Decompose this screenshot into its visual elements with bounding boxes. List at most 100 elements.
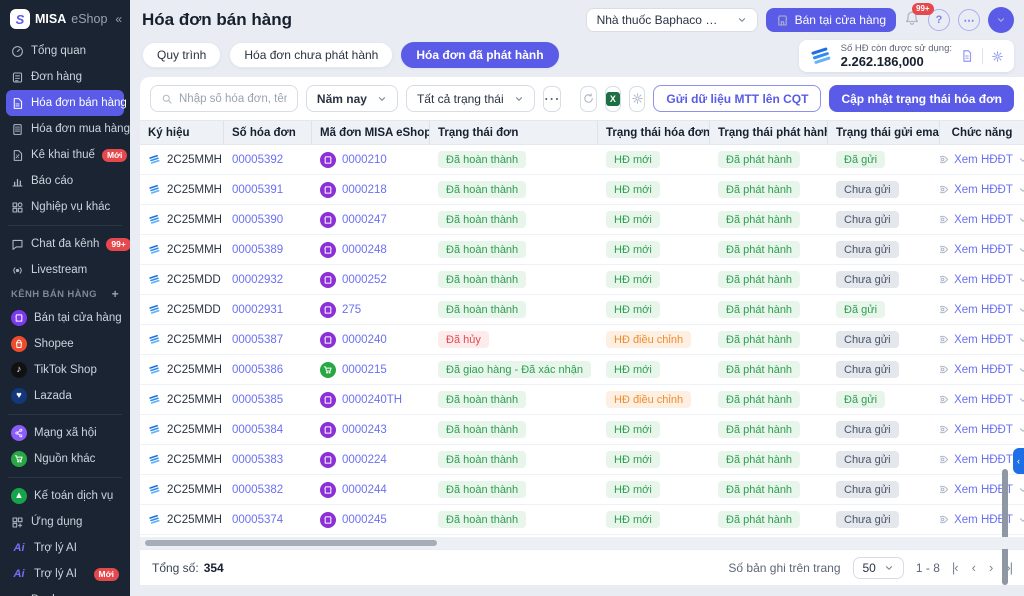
sidebar-item-shopee[interactable]: Shopee xyxy=(6,331,124,357)
order-code-link[interactable]: 0000240 xyxy=(342,334,387,346)
view-einvoice-link[interactable]: Xem HĐĐT xyxy=(954,304,1013,316)
table-row[interactable]: 2C25MDD00002931275Đã hoàn thànhHĐ mớiĐã … xyxy=(140,295,1024,325)
sidebar-item-catalog[interactable]: Danh mục xyxy=(6,587,124,596)
store-select[interactable]: Nhà thuốc Baphaco Care+S... xyxy=(586,8,758,32)
invoice-number-link[interactable]: 00005374 xyxy=(232,514,283,526)
table-settings-button[interactable] xyxy=(629,86,645,112)
sidebar-item-sales-invoice[interactable]: Hóa đơn bán hàng xyxy=(6,90,124,116)
first-page-button[interactable]: |‹ xyxy=(952,560,958,575)
invoice-number-link[interactable]: 00005386 xyxy=(232,364,283,376)
right-panel-toggle[interactable]: ‹ xyxy=(1013,448,1024,474)
invoice-number-link[interactable]: 00005390 xyxy=(232,214,283,226)
table-row[interactable]: 2C25MMH000053900000247Đã hoàn thànhHĐ mớ… xyxy=(140,205,1024,235)
view-einvoice-link[interactable]: Xem HĐĐT xyxy=(954,214,1013,226)
invoice-number-link[interactable]: 00005382 xyxy=(232,484,283,496)
chevron-down-icon[interactable] xyxy=(1018,515,1024,525)
invoice-number-link[interactable]: 00005387 xyxy=(232,334,283,346)
chevron-down-icon[interactable] xyxy=(1018,365,1024,375)
column-header[interactable]: Ký hiệu xyxy=(140,121,224,144)
refresh-button[interactable] xyxy=(580,86,596,112)
column-header[interactable]: Số hóa đơn xyxy=(224,121,312,144)
chevron-down-icon[interactable] xyxy=(1018,425,1024,435)
chevron-down-icon[interactable] xyxy=(1018,305,1024,315)
order-code-link[interactable]: 275 xyxy=(342,304,361,316)
more-filters-button[interactable]: ⋯ xyxy=(543,86,561,112)
table-row[interactable]: 2C25MMH000053860000215Đã giao hàng - Đã … xyxy=(140,355,1024,385)
table-row[interactable]: 2C25MMH000053870000240Đã hủyHĐ điều chỉn… xyxy=(140,325,1024,355)
table-row[interactable]: 2C25MMH000053820000244Đã hoàn thànhHĐ mớ… xyxy=(140,475,1024,505)
send-mtt-button[interactable]: Gửi dữ liệu MTT lên CQT xyxy=(653,85,821,112)
vertical-scrollbar[interactable] xyxy=(1002,469,1008,585)
order-code-link[interactable]: 0000224 xyxy=(342,454,387,466)
view-einvoice-link[interactable]: Xem HĐĐT xyxy=(954,394,1013,406)
sidebar-item-other-source[interactable]: Nguồn khác xyxy=(6,446,124,472)
tab-2[interactable]: Hóa đơn đã phát hành xyxy=(401,42,558,68)
view-einvoice-link[interactable]: Xem HĐĐT xyxy=(954,364,1013,376)
order-code-link[interactable]: 0000240TH xyxy=(342,394,402,406)
column-header[interactable]: Trạng thái hóa đơn xyxy=(598,121,710,144)
sidebar-item-orders[interactable]: Đơn hàng xyxy=(6,64,124,90)
invoice-number-link[interactable]: 00002932 xyxy=(232,274,283,286)
table-row[interactable]: 2C25MMH000053850000240THĐã hoàn thànhHĐ … xyxy=(140,385,1024,415)
invoice-number-link[interactable]: 00005383 xyxy=(232,454,283,466)
sidebar-item-reports[interactable]: Báo cáo xyxy=(6,168,124,194)
table-row[interactable]: 2C25MMH000053910000218Đã hoàn thànhHĐ mớ… xyxy=(140,175,1024,205)
chevron-down-icon[interactable] xyxy=(1018,215,1024,225)
view-einvoice-link[interactable]: Xem HĐĐT xyxy=(954,334,1013,346)
chevron-down-icon[interactable] xyxy=(1018,185,1024,195)
sidebar-item-tax[interactable]: Kê khai thuếMới xyxy=(6,142,124,168)
sidebar-item-overview[interactable]: Tổng quan xyxy=(6,38,124,64)
sidebar-item-ai[interactable]: AiTrợ lý AI xyxy=(6,535,124,561)
view-einvoice-link[interactable]: Xem HĐĐT xyxy=(954,244,1013,256)
column-header[interactable]: Chức năng xyxy=(940,121,1024,144)
document-icon[interactable] xyxy=(960,49,974,63)
invoice-number-link[interactable]: 00005392 xyxy=(232,154,283,166)
chevron-down-icon[interactable] xyxy=(1018,395,1024,405)
sidebar-item-accounting[interactable]: ▲Kế toán dịch vụ xyxy=(6,483,124,509)
horizontal-scrollbar-thumb[interactable] xyxy=(145,540,437,546)
pos-sale-button[interactable]: Bán tại cửa hàng xyxy=(766,8,896,32)
chevron-down-icon[interactable] xyxy=(1018,485,1024,495)
sidebar-item-social[interactable]: Mạng xã hội xyxy=(6,420,124,446)
status-filter-select[interactable]: Tất cả trạng thái xyxy=(406,85,535,112)
invoice-number-link[interactable]: 00005389 xyxy=(232,244,283,256)
prev-page-button[interactable]: ‹ xyxy=(972,560,975,575)
invoice-number-link[interactable]: 00005385 xyxy=(232,394,283,406)
view-einvoice-link[interactable]: Xem HĐĐT xyxy=(954,424,1013,436)
sidebar-collapse-icon[interactable]: « xyxy=(115,12,122,26)
order-code-link[interactable]: 0000243 xyxy=(342,424,387,436)
table-row[interactable]: 2C25MMH000053840000243Đã hoàn thànhHĐ mớ… xyxy=(140,415,1024,445)
table-row[interactable]: 2C25MMH000053920000210Đã hoàn thànhHĐ mớ… xyxy=(140,145,1024,175)
time-filter-select[interactable]: Năm nay xyxy=(306,85,398,112)
order-code-link[interactable]: 0000210 xyxy=(342,154,387,166)
sidebar-item-chat[interactable]: Chat đa kênh99+ xyxy=(6,231,124,257)
add-channel-button[interactable]: + xyxy=(112,287,119,301)
table-row[interactable]: 2C25MMH000053830000224Đã hoàn thànhHĐ mớ… xyxy=(140,445,1024,475)
sidebar-item-livestream[interactable]: Livestream xyxy=(6,257,124,283)
more-button[interactable]: ⋯ xyxy=(958,9,980,31)
notifications-button[interactable]: 99+ xyxy=(904,10,920,31)
order-code-link[interactable]: 0000218 xyxy=(342,184,387,196)
table-row[interactable]: 2C25MMH000053890000248Đã hoàn thànhHĐ mớ… xyxy=(140,235,1024,265)
sidebar-item-apps[interactable]: Ứng dụng xyxy=(6,509,124,535)
table-row[interactable]: 2C25MMH000053740000245Đã hoàn thànhHĐ mớ… xyxy=(140,505,1024,535)
sidebar-item-purchase-invoice[interactable]: Hóa đơn mua hàng xyxy=(6,116,124,142)
sidebar-item-ai[interactable]: AiTrợ lý AIMới xyxy=(6,561,124,587)
chevron-down-icon[interactable] xyxy=(1018,245,1024,255)
sidebar-item-lazada[interactable]: ♥Lazada xyxy=(6,383,124,409)
update-invoice-status-button[interactable]: Cập nhật trạng thái hóa đơn xyxy=(829,85,1014,112)
export-excel-button[interactable]: X xyxy=(605,86,621,112)
column-header[interactable]: Trạng thái phát hành xyxy=(710,121,828,144)
next-page-button[interactable]: › xyxy=(989,560,992,575)
column-header[interactable]: Trạng thái gửi email xyxy=(828,121,940,144)
order-code-link[interactable]: 0000248 xyxy=(342,244,387,256)
order-code-link[interactable]: 0000244 xyxy=(342,484,387,496)
order-code-link[interactable]: 0000252 xyxy=(342,274,387,286)
order-code-link[interactable]: 0000247 xyxy=(342,214,387,226)
chevron-down-icon[interactable] xyxy=(1018,155,1024,165)
table-row[interactable]: 2C25MDD000029320000252Đã hoàn thànhHĐ mớ… xyxy=(140,265,1024,295)
view-einvoice-link[interactable]: Xem HĐĐT xyxy=(954,184,1013,196)
page-size-select[interactable]: 50 xyxy=(853,557,904,579)
view-einvoice-link[interactable]: Xem HĐĐT xyxy=(954,274,1013,286)
chevron-down-icon[interactable] xyxy=(1018,335,1024,345)
